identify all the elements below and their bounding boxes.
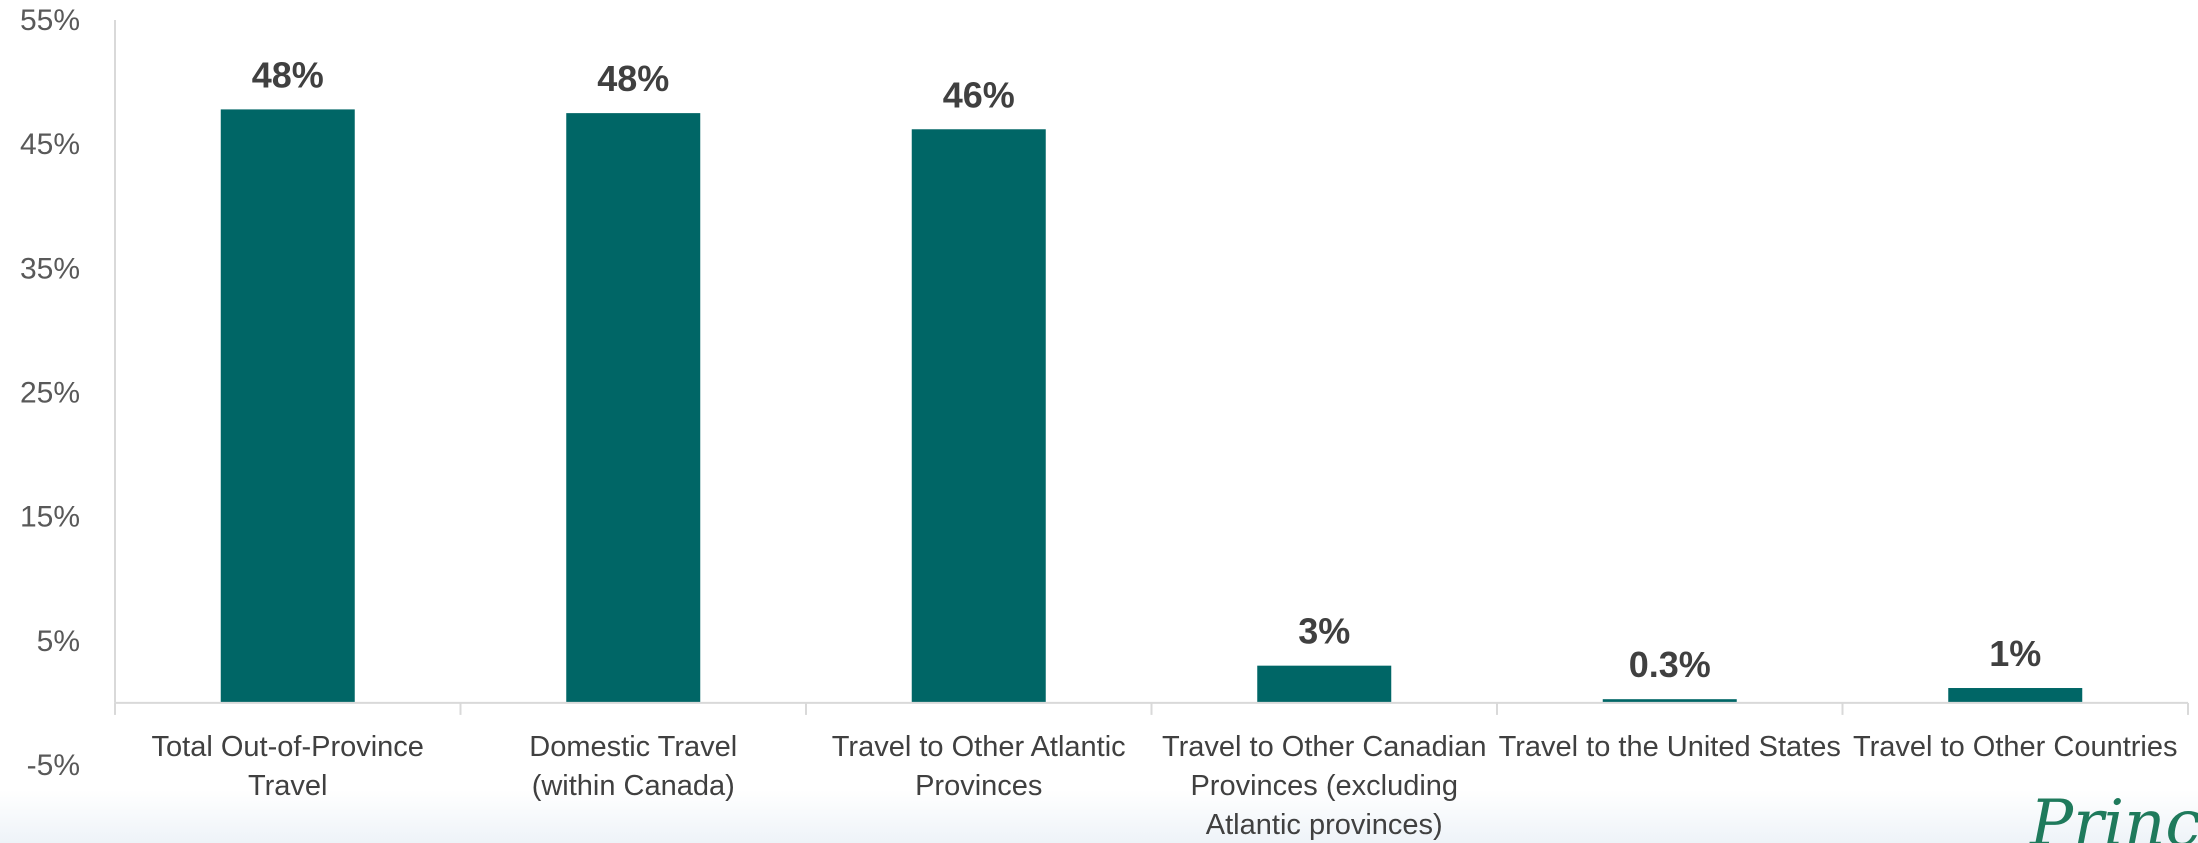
x-axis: [114, 20, 2189, 715]
category-labels: Total Out-of-Province Travel Domestic Trav…: [152, 731, 2178, 841]
y-axis-ticks: -5% 5% 15% 25% 35% 45% 55%: [20, 4, 80, 782]
y-tick-label: 55%: [20, 4, 80, 37]
category-label-line: Provinces (excluding: [1190, 770, 1458, 802]
category-label: Total Out-of-Province Travel: [152, 731, 424, 802]
data-label: 46%: [943, 74, 1015, 115]
category-label-line: Travel to Other Countries: [1853, 731, 2178, 763]
y-tick-label: 5%: [37, 625, 80, 658]
data-label: 48%: [252, 54, 324, 95]
category-label: Domestic Travel (within Canada): [529, 731, 737, 802]
bars: [220, 109, 2083, 703]
y-tick-label: 35%: [20, 252, 80, 285]
bar: [1948, 688, 2083, 703]
y-tick-label: -5%: [27, 749, 80, 782]
category-label-line: Atlantic provinces): [1206, 809, 1443, 841]
bar: [220, 109, 355, 703]
category-label-line: (within Canada): [532, 770, 735, 802]
data-label: 1%: [1989, 633, 2041, 674]
y-tick-label: 15%: [20, 501, 80, 534]
category-label-line: Domestic Travel: [529, 731, 737, 763]
data-label: 48%: [597, 58, 669, 99]
category-label-line: Total Out-of-Province: [152, 731, 424, 763]
bar: [566, 113, 701, 703]
data-labels: 48% 48% 46% 3% 0.3% 1%: [252, 54, 2042, 685]
category-label: Travel to Other Canadian Provinces (exclu…: [1162, 731, 1487, 841]
bar: [1257, 665, 1392, 703]
category-label-line: Travel: [248, 770, 328, 802]
y-tick-label: 25%: [20, 377, 80, 410]
data-label: 3%: [1298, 611, 1350, 652]
y-tick-label: 45%: [20, 128, 80, 161]
category-label: Travel to the United States: [1499, 731, 1841, 763]
category-label-line: Travel to the United States: [1499, 731, 1841, 763]
category-label-line: Travel to Other Canadian: [1162, 731, 1487, 763]
logo-partial: Princ: [2030, 787, 2198, 843]
category-label: Travel to Other Countries: [1853, 731, 2178, 763]
category-label-line: Provinces: [915, 770, 1042, 802]
data-label: 0.3%: [1629, 644, 1711, 685]
category-label-line: Travel to Other Atlantic: [832, 731, 1126, 763]
bar: [911, 129, 1046, 703]
bar: [1602, 699, 1737, 703]
category-label: Travel to Other Atlantic Provinces: [832, 731, 1126, 802]
